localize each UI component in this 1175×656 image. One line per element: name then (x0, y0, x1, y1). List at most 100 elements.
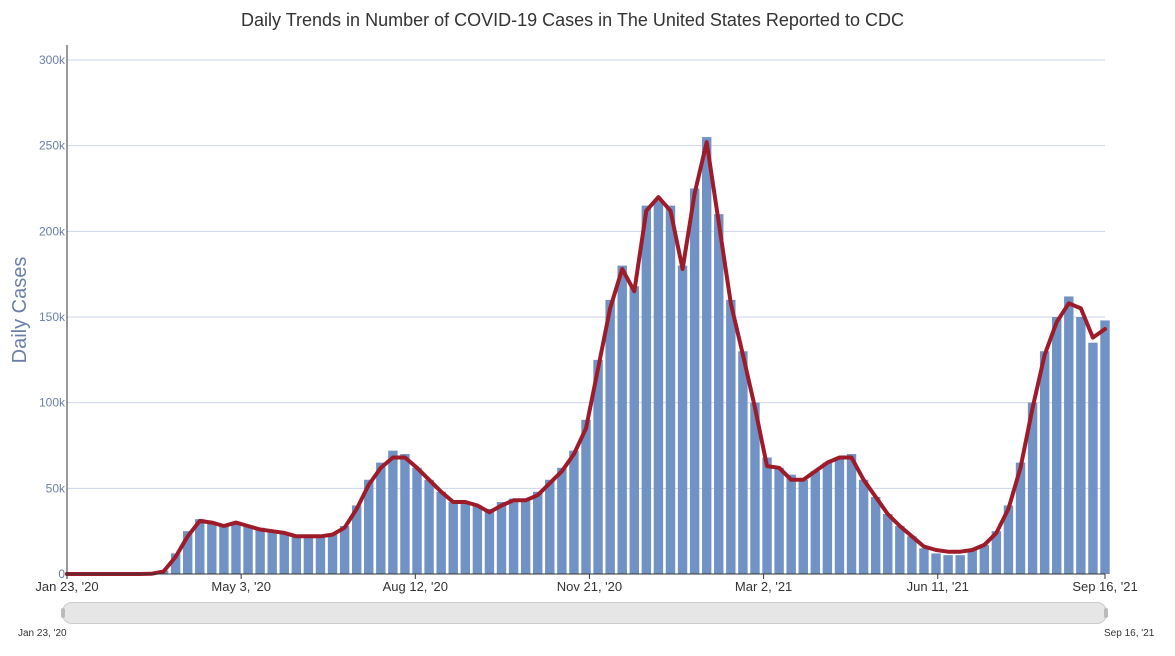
daily-cases-bar[interactable] (569, 450, 579, 574)
daily-cases-bar[interactable] (400, 454, 410, 574)
daily-cases-bar[interactable] (1027, 402, 1038, 574)
daily-cases-bar[interactable] (243, 526, 253, 574)
daily-cases-bar[interactable] (327, 534, 338, 574)
daily-cases-bar[interactable] (1015, 462, 1026, 574)
daily-cases-bar[interactable] (508, 498, 519, 574)
daily-cases-bar[interactable] (545, 479, 555, 574)
daily-cases-bar[interactable] (231, 522, 241, 574)
daily-cases-bar[interactable] (786, 474, 796, 574)
daily-cases-bar[interactable] (738, 351, 748, 574)
navigator-left-handle[interactable] (61, 608, 65, 618)
daily-cases-bar[interactable] (689, 188, 700, 575)
y-tick-label: 50k (46, 481, 66, 495)
x-tick-label: Jan 23, '20 (35, 579, 98, 594)
daily-cases-bar[interactable] (1064, 296, 1074, 574)
daily-cases-bar[interactable] (182, 531, 193, 574)
daily-cases-bar[interactable] (339, 526, 350, 574)
x-tick-label: Mar 2, '21 (735, 579, 792, 594)
daily-cases-bar[interactable] (858, 479, 869, 574)
daily-cases-bar[interactable] (1076, 317, 1086, 574)
daily-cases-bar[interactable] (822, 462, 833, 574)
daily-cases-bar[interactable] (1039, 351, 1050, 574)
daily-cases-bar[interactable] (291, 534, 302, 574)
daily-cases-bar[interactable] (207, 522, 217, 574)
daily-cases-bar[interactable] (967, 550, 977, 574)
daily-cases-bar[interactable] (617, 265, 627, 574)
daily-cases-bar[interactable] (170, 553, 181, 574)
daily-cases-bar[interactable] (677, 265, 688, 574)
daily-cases-bar[interactable] (883, 514, 893, 574)
navigator-end-label: Sep 16, '21 (1104, 628, 1155, 639)
daily-cases-bar[interactable] (774, 467, 784, 574)
daily-cases-bar[interactable] (798, 479, 808, 574)
daily-cases-bar[interactable] (593, 359, 603, 574)
moving-average-line[interactable] (65, 140, 1107, 576)
daily-cases-bar[interactable] (219, 526, 229, 574)
navigator-start-label: Jan 23, '20 (18, 628, 67, 639)
bars-layer (146, 137, 1110, 575)
daily-cases-bar[interactable] (1052, 317, 1062, 574)
daily-cases-bar[interactable] (653, 200, 664, 574)
daily-cases-bar[interactable] (895, 526, 905, 574)
daily-cases-bar[interactable] (991, 531, 1002, 574)
y-axis-label: Daily Cases (9, 257, 31, 364)
daily-cases-bar[interactable] (520, 500, 531, 574)
daily-cases-bar[interactable] (1003, 505, 1014, 574)
daily-cases-bar[interactable] (267, 531, 277, 574)
daily-cases-bar[interactable] (484, 508, 495, 574)
x-tick-label: May 3, '20 (211, 579, 271, 594)
daily-cases-bar[interactable] (424, 479, 434, 574)
daily-cases-bar[interactable] (255, 527, 265, 574)
x-tick-label: Aug 12, '20 (383, 579, 448, 594)
daily-cases-bar[interactable] (1088, 342, 1098, 574)
daily-cases-bar[interactable] (931, 553, 941, 574)
daily-cases-bar[interactable] (834, 457, 845, 574)
daily-cases-bar[interactable] (279, 532, 289, 574)
y-tick-label: 150k (39, 310, 66, 324)
daily-cases-bar[interactable] (436, 491, 446, 574)
daily-cases-bar[interactable] (303, 536, 314, 574)
daily-cases-bar[interactable] (496, 502, 507, 574)
daily-cases-bar[interactable] (581, 419, 591, 574)
daily-cases-bar[interactable] (448, 502, 458, 574)
daily-cases-bar[interactable] (1100, 320, 1110, 574)
daily-cases-bar[interactable] (810, 471, 821, 574)
daily-cases-bar[interactable] (629, 286, 639, 574)
daily-cases-bar[interactable] (195, 519, 205, 574)
daily-cases-bar[interactable] (665, 205, 676, 574)
daily-cases-bar[interactable] (870, 496, 881, 574)
axis-layer: 0 50k 100k 150k 200k 250k 300k Jan 23, '20 May 3… (35, 45, 1138, 594)
daily-cases-bar[interactable] (762, 457, 772, 574)
daily-cases-bar[interactable] (943, 555, 953, 574)
navigator-right-handle[interactable] (1104, 608, 1108, 618)
daily-cases-bar[interactable] (846, 454, 857, 574)
daily-cases-bar[interactable] (750, 402, 760, 574)
daily-cases-bar[interactable] (907, 536, 917, 574)
daily-cases-bar[interactable] (351, 505, 362, 574)
chart-canvas: 0 50k 100k 150k 200k 250k 300k Jan 23, '20 May 3… (9, 45, 1138, 594)
daily-cases-bar[interactable] (641, 205, 652, 574)
daily-cases-bar[interactable] (533, 491, 543, 574)
daily-cases-bar[interactable] (955, 555, 965, 574)
x-tick-label: Nov 21, '20 (557, 579, 622, 594)
x-tick-label: Sep 16, '21 (1072, 579, 1137, 594)
daily-cases-bar[interactable] (460, 502, 471, 574)
daily-cases-bar[interactable] (388, 450, 398, 574)
daily-cases-bar[interactable] (376, 462, 386, 574)
y-tick-label: 200k (39, 224, 66, 238)
daily-cases-bar[interactable] (979, 544, 990, 574)
daily-cases-bar[interactable] (726, 299, 736, 574)
range-navigator[interactable] (61, 602, 1108, 624)
y-tick-label: 100k (39, 396, 66, 410)
daily-cases-bar[interactable] (364, 479, 374, 574)
daily-cases-bar[interactable] (919, 548, 929, 574)
y-tick-label: 300k (39, 53, 66, 67)
daily-cases-bar[interactable] (701, 137, 712, 574)
daily-cases-bar[interactable] (412, 467, 422, 574)
daily-cases-bar[interactable] (557, 467, 567, 574)
daily-cases-bar[interactable] (714, 214, 724, 574)
daily-cases-bar[interactable] (605, 299, 615, 574)
line-layer (65, 140, 1107, 576)
daily-cases-bar[interactable] (315, 536, 326, 574)
daily-cases-bar[interactable] (472, 505, 483, 574)
